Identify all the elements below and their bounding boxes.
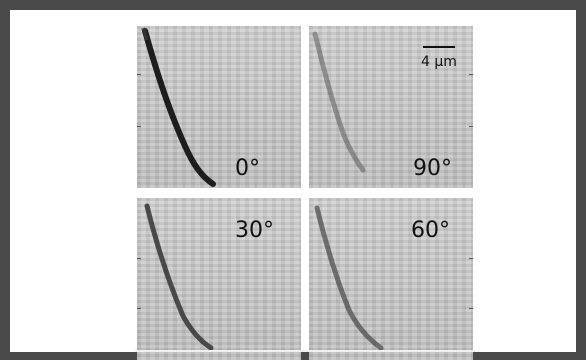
angle-label-0: 0° (235, 156, 260, 181)
panel-90-degrees: 4 µm 90° (309, 26, 473, 188)
particle-track-faint (312, 31, 366, 173)
angle-label-90: 90° (413, 156, 452, 181)
particle-track-strong (141, 27, 216, 187)
micrograph-figure: 0° 4 µm 90° 30° (135, 24, 475, 360)
panel-30-degrees: 30° (137, 198, 301, 360)
particle-track-medium (144, 203, 214, 350)
figure-card: 0° 4 µm 90° 30° (10, 10, 576, 360)
panel-60-degrees: 60° (309, 198, 473, 360)
angle-label-60: 60° (411, 218, 450, 243)
angle-label-30: 30° (235, 218, 274, 243)
scale-bar-label: 4 µm (421, 54, 457, 70)
panel-0-degrees: 0° (137, 26, 301, 188)
particle-track-light (314, 205, 384, 350)
scale-bar (423, 46, 455, 48)
panel-divider-vertical (303, 24, 307, 352)
